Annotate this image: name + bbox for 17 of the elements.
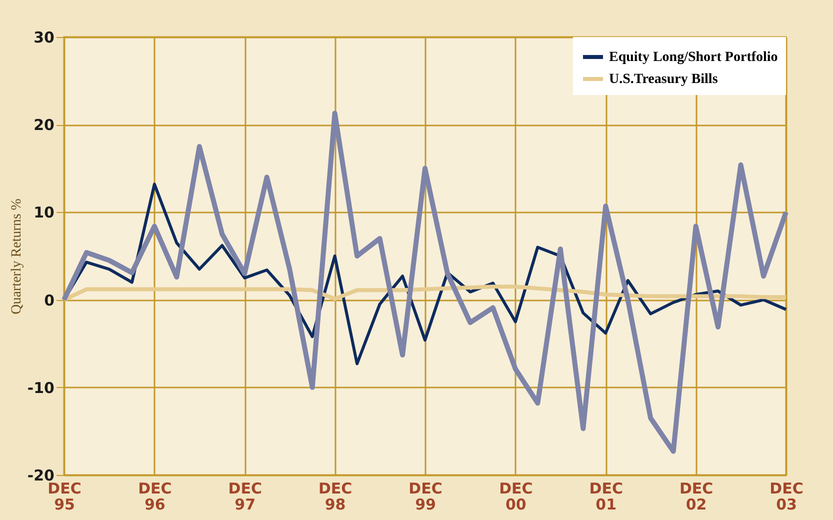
y-tick-label: 10 [34, 204, 54, 222]
x-tick-label: DEC 03 [770, 480, 804, 514]
x-tick-label: DEC 99 [408, 480, 442, 514]
y-tick-label: 0 [44, 291, 54, 310]
legend-label: Equity Long/Short Portfolio [609, 50, 778, 65]
y-axis-title: Quarterly Returns % [9, 198, 24, 314]
x-tick-label: DEC 02 [679, 480, 714, 514]
x-tick-label: DEC 01 [589, 480, 623, 514]
x-tick-label: DEC 00 [499, 480, 533, 514]
legend-label: U.S.Treasury Bills [609, 72, 718, 87]
y-tick-label: -10 [27, 378, 54, 397]
x-tick-label: DEC 98 [318, 480, 352, 514]
x-tick-label: DEC 97 [228, 480, 262, 514]
y-tick-label: 20 [34, 116, 54, 134]
x-tick-label: DEC 96 [138, 480, 172, 514]
y-tick-label: 30 [34, 28, 54, 46]
x-tick-label: DEC 95 [48, 480, 82, 514]
